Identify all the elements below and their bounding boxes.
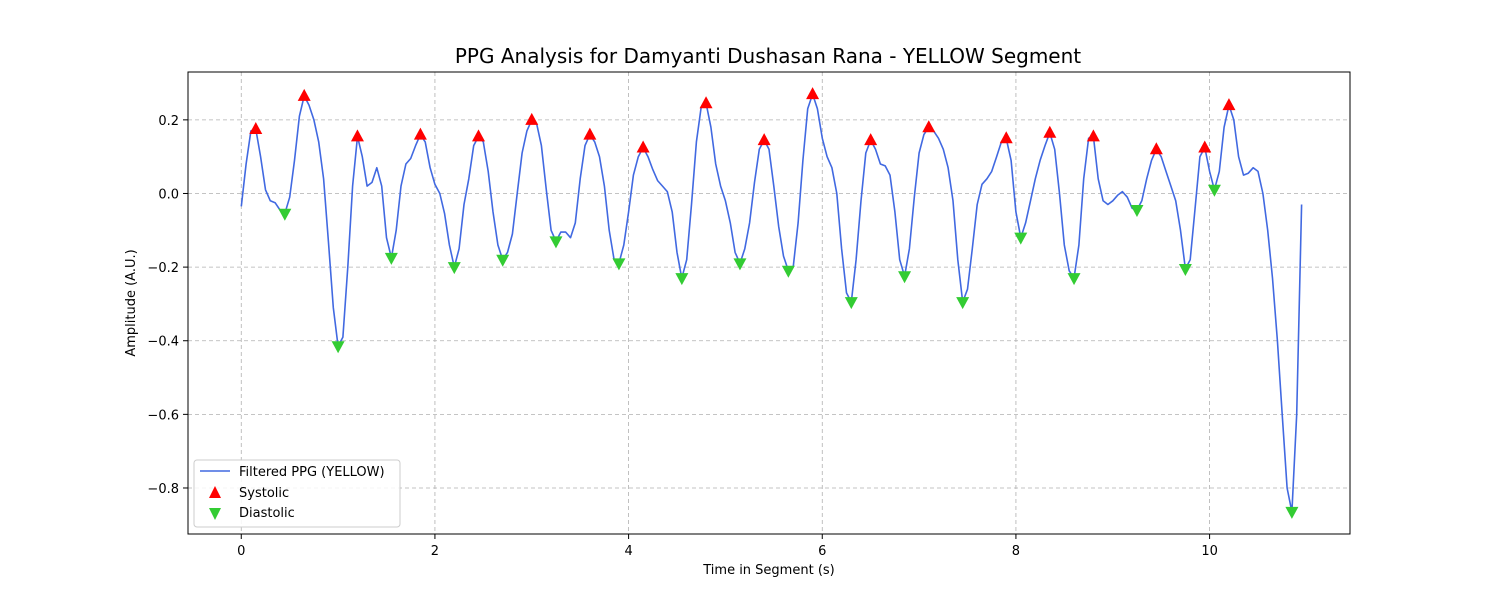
legend: Filtered PPG (YELLOW) Systolic Diastolic (193, 459, 401, 528)
chart-title: PPG Analysis for Damyanti Dushasan Rana … (455, 44, 1081, 68)
diastolic-marker (278, 208, 292, 221)
y-tick-label: 0.2 (158, 114, 179, 129)
legend-systolic-marker (209, 486, 221, 498)
diastolic-marker (1178, 263, 1192, 276)
diastolic-marker (1207, 184, 1221, 197)
systolic-marker (699, 96, 713, 109)
tick-layer: 0 2 4 6 8 10 −0.8 −0.6 −0.4 −0.2 0.0 0.2 (147, 114, 1217, 559)
legend-label-line: Filtered PPG (YELLOW) (239, 465, 385, 480)
x-tick-label: 2 (431, 544, 439, 559)
plot-frame (187, 71, 1351, 535)
diastolic-marker (733, 258, 747, 271)
diastolic-marker (898, 271, 912, 284)
diastolic-marker (956, 297, 970, 310)
diastolic-marker (1130, 205, 1144, 218)
x-tick-label: 0 (237, 544, 245, 559)
systolic-marker (1149, 142, 1163, 155)
diastolic-marker (384, 252, 398, 265)
y-axis-label: Amplitude (A.U.) (124, 249, 139, 356)
y-tick-label: −0.2 (147, 261, 179, 276)
systolic-marker (636, 140, 650, 153)
systolic-marker (297, 88, 311, 101)
systolic-marker (583, 127, 597, 140)
legend-label-diastolic: Diastolic (239, 506, 295, 521)
systolic-marker (999, 131, 1013, 144)
ppg-signal-line (240, 93, 1303, 513)
legend-box (193, 459, 401, 528)
systolic-marker (413, 127, 427, 140)
y-tick-label: −0.4 (147, 335, 179, 350)
systolic-marker (757, 133, 771, 146)
legend-diastolic-marker (209, 508, 221, 520)
systolic-marker (350, 129, 364, 142)
systolic-marker (1222, 98, 1236, 111)
diastolic-marker (1067, 273, 1081, 286)
systolic-marker (472, 129, 485, 142)
y-tick-label: 0.0 (158, 187, 179, 202)
systolic-marker (249, 122, 263, 135)
diastolic-marker (447, 262, 461, 275)
systolic-marker (922, 120, 936, 133)
systolic-marker (525, 112, 539, 125)
systolic-marker (1043, 125, 1057, 138)
series-layer (240, 87, 1303, 519)
diastolic-marker (1285, 506, 1299, 519)
x-tick-label: 10 (1201, 544, 1218, 559)
diastolic-marker (496, 254, 510, 267)
x-tick-label: 6 (818, 544, 826, 559)
diastolic-marker (781, 265, 795, 278)
x-axis-label: Time in Segment (s) (702, 563, 834, 578)
legend-label-systolic: Systolic (239, 486, 289, 501)
x-tick-label: 8 (1012, 544, 1020, 559)
diastolic-marker (549, 236, 563, 249)
systolic-marker (1086, 129, 1100, 142)
y-tick-label: −0.8 (147, 482, 179, 497)
x-tick-label: 4 (624, 544, 632, 559)
diastolic-marker (331, 341, 345, 354)
y-tick-label: −0.6 (147, 408, 179, 423)
systolic-marker (864, 133, 878, 146)
diastolic-marker (1014, 232, 1028, 245)
systolic-marker (806, 87, 820, 100)
diastolic-marker (675, 273, 689, 286)
grid-layer (188, 72, 1350, 534)
systolic-marker (1198, 140, 1212, 153)
diastolic-marker (844, 297, 858, 310)
diastolic-marker (612, 258, 626, 271)
